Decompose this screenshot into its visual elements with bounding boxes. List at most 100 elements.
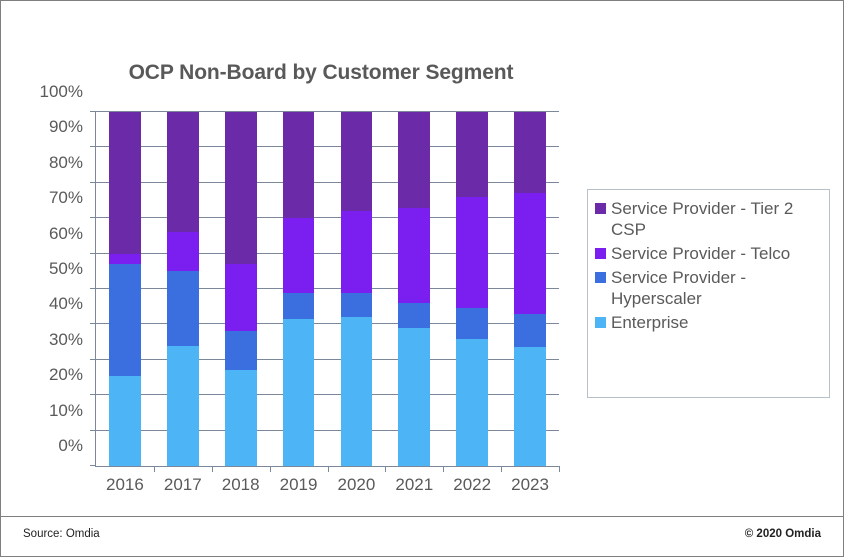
x-axis-tick (443, 466, 445, 472)
bar-segment[interactable] (166, 271, 199, 346)
footer-bar: Source: Omdia © 2020 Omdia (1, 516, 843, 556)
x-axis-tick (385, 466, 387, 472)
bar-group[interactable] (398, 112, 431, 466)
bar-segment[interactable] (282, 292, 315, 320)
bar-segment[interactable] (109, 375, 141, 466)
legend-item[interactable]: Enterprise (594, 312, 829, 333)
bar-segment[interactable] (340, 211, 373, 293)
bar-segment[interactable] (224, 112, 257, 265)
legend-swatch-icon (595, 203, 606, 214)
bar-segment[interactable] (282, 319, 315, 466)
bar-segment[interactable] (456, 338, 489, 466)
bar-segment[interactable] (456, 196, 489, 309)
bar-segment[interactable] (514, 112, 546, 194)
x-axis-label: 2018 (221, 475, 260, 494)
bar-group[interactable] (166, 112, 199, 466)
bar-segment[interactable] (398, 327, 431, 466)
y-axis-label: 60% (48, 223, 83, 243)
bar-segment[interactable] (109, 112, 141, 254)
legend-label: Enterprise (611, 313, 689, 332)
legend-swatch-icon (595, 272, 606, 283)
legend-label: Service Provider - Tier 2 CSP (611, 199, 794, 239)
x-axis-tick (211, 466, 213, 472)
bar-segment[interactable] (514, 313, 546, 348)
gridline (96, 146, 559, 148)
gridline (96, 181, 559, 183)
bar-segment[interactable] (166, 232, 199, 272)
gridline (96, 252, 559, 254)
bar-segment[interactable] (340, 112, 373, 212)
bar-group[interactable] (456, 112, 489, 466)
gridline (96, 323, 559, 325)
legend-item[interactable]: Service Provider - Hyperscaler (594, 267, 829, 309)
x-axis-label: 2021 (395, 475, 434, 494)
bar-segment[interactable] (109, 264, 141, 376)
x-axis-label: 2022 (453, 475, 492, 494)
y-axis-label: 70% (48, 188, 83, 208)
y-axis-tick (90, 252, 96, 254)
legend-item[interactable]: Service Provider - Telco (594, 243, 829, 264)
y-axis-label: 40% (48, 294, 83, 314)
y-axis-tick (90, 217, 96, 219)
bar-segment[interactable] (282, 218, 315, 293)
gridline (96, 111, 559, 112)
bar-segment[interactable] (398, 207, 431, 304)
y-axis-label: 80% (48, 152, 83, 172)
gridline (96, 217, 559, 219)
bar-segment[interactable] (224, 331, 257, 371)
bar-group[interactable] (109, 112, 141, 466)
y-axis-label: 20% (48, 365, 83, 385)
y-axis-label: 10% (48, 400, 83, 420)
copyright-label: © 2020 Omdia (744, 528, 821, 540)
bar-segment[interactable] (340, 292, 373, 318)
bar-segment[interactable] (398, 303, 431, 328)
legend-item[interactable]: Service Provider - Tier 2 CSP (594, 198, 829, 240)
source-label: Source: Omdia (23, 528, 100, 540)
bar-segment[interactable] (340, 317, 373, 466)
y-axis-tick (90, 146, 96, 148)
y-axis-tick (90, 111, 96, 112)
y-axis-label: 30% (48, 329, 83, 349)
y-axis-label: 100% (39, 82, 83, 101)
y-axis-tick (90, 465, 96, 466)
bar-segment[interactable] (514, 347, 546, 466)
bar-group[interactable] (282, 112, 315, 466)
y-axis-tick (90, 394, 96, 396)
bar-group[interactable] (340, 112, 373, 466)
x-axis-tick (269, 466, 271, 472)
plot-area: 0% 10% 20% 30% 40% 50% 60% 70% 80% 90% 100% 2016 20… (40, 82, 560, 494)
bar-segment[interactable] (224, 370, 257, 466)
gridline (96, 358, 559, 360)
bar-segment[interactable] (166, 345, 199, 466)
y-axis-label: 90% (48, 117, 83, 137)
bar-group[interactable] (514, 112, 546, 466)
bar-group[interactable] (224, 112, 257, 466)
y-axis-tick (90, 358, 96, 360)
legend-swatch-icon (595, 248, 606, 259)
gridline (96, 288, 559, 289)
x-axis-label: 2023 (511, 475, 549, 494)
bar-segment[interactable] (282, 112, 315, 219)
x-axis-tick (153, 466, 155, 472)
bar-segment[interactable] (166, 112, 199, 233)
bar-segment[interactable] (398, 112, 431, 208)
bar-segment[interactable] (109, 253, 141, 265)
bar-segment[interactable] (224, 264, 257, 332)
bar-segment[interactable] (456, 112, 489, 197)
x-axis-tick (501, 466, 503, 472)
y-axis-label: 50% (48, 259, 83, 278)
x-axis-label: 2017 (163, 475, 202, 494)
legend-label: Service Provider - Hyperscaler (611, 268, 747, 308)
x-axis-tick (327, 466, 329, 472)
x-axis-label: 2019 (279, 475, 318, 494)
bar-segment[interactable] (456, 308, 489, 339)
chart-legend: Service Provider - Tier 2 CSP Service Pro… (587, 189, 830, 398)
y-axis-tick (90, 429, 96, 431)
chart-title: OCP Non-Board by Customer Segment (128, 61, 514, 84)
legend-label: Service Provider - Telco (611, 244, 791, 263)
gridline (96, 429, 559, 431)
bar-segment[interactable] (514, 193, 546, 314)
gridline (96, 394, 559, 396)
x-axis-label: 2016 (106, 475, 144, 494)
